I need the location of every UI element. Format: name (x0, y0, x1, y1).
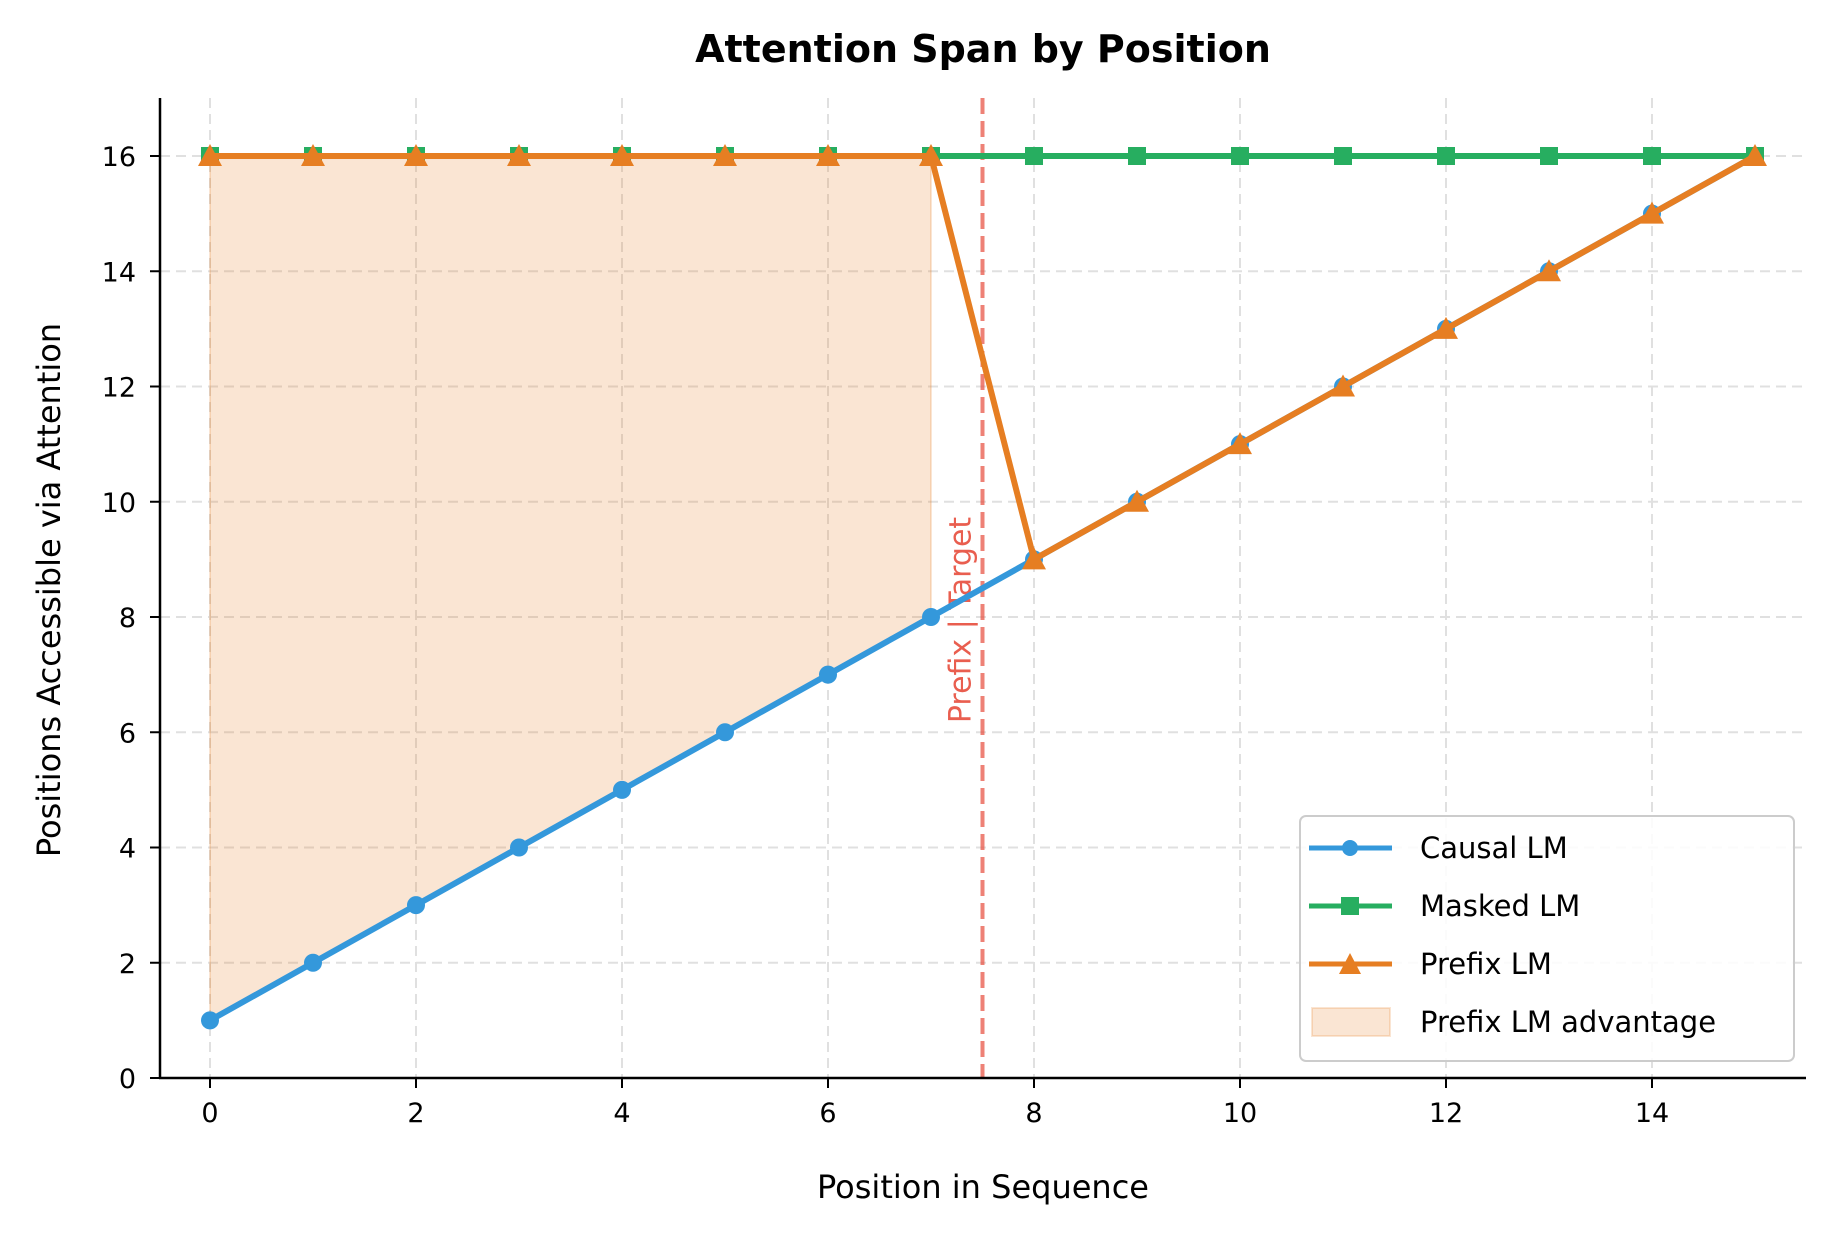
svg-text:12: 12 (102, 373, 136, 404)
legend-item-prefix-advantage: Prefix LM advantage (1311, 1005, 1716, 1039)
legend-item-masked-lm: Masked LM (1309, 889, 1580, 923)
svg-text:0: 0 (119, 1064, 136, 1095)
svg-text:2: 2 (119, 949, 136, 980)
svg-text:4: 4 (613, 1098, 630, 1129)
triangle-marker-icon (1339, 953, 1361, 974)
svg-text:0: 0 (201, 1098, 218, 1129)
legend-label: Prefix LM (1420, 947, 1552, 981)
svg-text:6: 6 (119, 718, 136, 749)
circle-marker-icon (1342, 840, 1358, 856)
chart-title: Attention Span by Position (695, 27, 1271, 71)
svg-text:8: 8 (1025, 1098, 1042, 1129)
svg-text:12: 12 (1429, 1098, 1463, 1129)
legend-label: Causal LM (1420, 831, 1568, 865)
square-marker-icon (1341, 897, 1359, 915)
svg-text:2: 2 (407, 1098, 424, 1129)
legend-box (1299, 815, 1795, 1062)
svg-text:Prefix | Target: Prefix | Target (944, 517, 979, 724)
legend: Causal LM Masked LM Prefix LM Prefix LM … (1299, 815, 1795, 1062)
svg-text:6: 6 (819, 1098, 836, 1129)
legend-label: Prefix LM advantage (1420, 1005, 1716, 1039)
svg-text:14: 14 (102, 257, 136, 288)
series-lines (198, 144, 1767, 1030)
svg-text:8: 8 (119, 603, 136, 634)
fill-swatch-icon (1311, 1007, 1391, 1037)
x-ticks: 0 2 4 6 8 10 12 14 (201, 1078, 1669, 1129)
svg-text:14: 14 (1635, 1098, 1669, 1129)
svg-text:16: 16 (102, 142, 136, 173)
svg-text:10: 10 (1223, 1098, 1257, 1129)
y-axis-label: Positions Accessible via Attention (30, 323, 68, 857)
svg-text:10: 10 (102, 488, 136, 519)
prefix-target-divider: Prefix | Target (944, 98, 985, 1078)
svg-text:4: 4 (119, 834, 136, 865)
prefix-advantage-fill (209, 155, 932, 1023)
legend-label: Masked LM (1420, 889, 1580, 923)
y-ticks: 0 2 4 6 8 10 12 14 16 (102, 142, 160, 1095)
series-prefix-lm (198, 144, 1767, 570)
legend-item-prefix-lm: Prefix LM (1309, 947, 1552, 981)
legend-item-causal-lm: Causal LM (1309, 831, 1568, 865)
x-axis-label: Position in Sequence (817, 1168, 1149, 1206)
